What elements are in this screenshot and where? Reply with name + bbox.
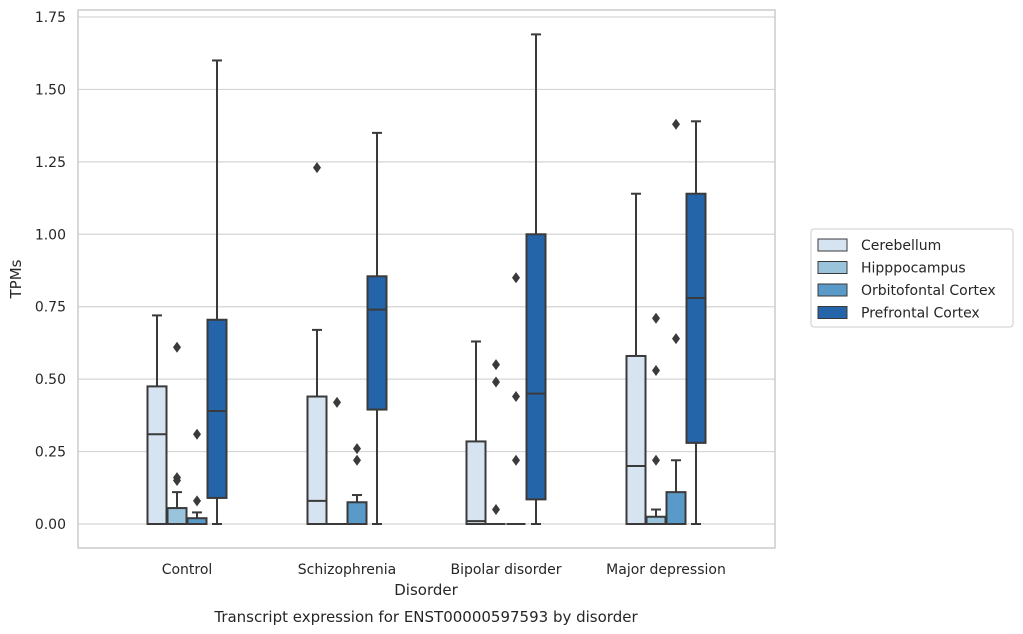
box-group bbox=[146, 314, 168, 525]
grid-lines bbox=[78, 16, 775, 525]
box-group bbox=[665, 118, 687, 526]
x-axis-label: Disorder bbox=[394, 581, 458, 599]
box bbox=[306, 395, 328, 526]
box bbox=[366, 275, 388, 411]
box bbox=[465, 440, 487, 525]
outlier-point bbox=[652, 312, 660, 324]
outlier-point bbox=[652, 454, 660, 466]
outlier-point bbox=[492, 376, 500, 388]
outlier-point bbox=[672, 118, 680, 130]
outlier-point bbox=[512, 272, 520, 284]
outlier-point bbox=[173, 472, 181, 484]
box-group bbox=[525, 33, 547, 525]
box-group bbox=[206, 59, 228, 525]
legend-label: Hipppocampus bbox=[861, 261, 966, 277]
legend-frame bbox=[810, 228, 1014, 328]
y-tick-label: 0.25 bbox=[35, 445, 66, 461]
legend-swatch bbox=[817, 238, 848, 252]
y-axis-ticks: 0.00 0.25 0.50 0.75 1.00 1.25 1.50 1.75 bbox=[35, 10, 66, 533]
y-tick-label: 0.00 bbox=[35, 517, 66, 533]
chart-caption: Transcript expression for ENST0000059759… bbox=[213, 608, 638, 626]
outlier-point bbox=[353, 443, 361, 455]
box bbox=[685, 192, 707, 444]
outlier-point bbox=[652, 364, 660, 376]
y-axis-label: TPMs bbox=[7, 259, 25, 299]
legend-swatch bbox=[817, 306, 848, 319]
box-group bbox=[486, 359, 506, 525]
outlier-point bbox=[173, 341, 181, 353]
box-group bbox=[645, 312, 667, 525]
outlier-point bbox=[492, 504, 500, 516]
box-group bbox=[166, 341, 188, 525]
outlier-point bbox=[313, 162, 321, 174]
box-group bbox=[346, 443, 368, 525]
legend: Cerebellum Hipppocampus Orbitofontal Corte… bbox=[810, 228, 1014, 328]
legend-swatch bbox=[817, 261, 848, 274]
outlier-point bbox=[672, 333, 680, 345]
box bbox=[346, 501, 368, 525]
x-tick-label: Control bbox=[162, 562, 213, 578]
legend-label: Cerebellum bbox=[861, 238, 941, 254]
legend-label: Prefrontal Cortex bbox=[861, 306, 980, 322]
outlier-point bbox=[512, 454, 520, 466]
box-group bbox=[327, 396, 347, 525]
box bbox=[665, 491, 687, 526]
outlier-point bbox=[193, 495, 201, 507]
box-group bbox=[366, 131, 388, 525]
box-group bbox=[465, 340, 487, 525]
box-group bbox=[685, 120, 707, 525]
x-tick-label: Bipolar disorder bbox=[450, 562, 561, 578]
outlier-point bbox=[492, 359, 500, 371]
box bbox=[645, 515, 667, 525]
box-group bbox=[506, 272, 526, 525]
y-tick-label: 1.00 bbox=[35, 227, 66, 243]
x-tick-label: Major depression bbox=[606, 562, 726, 578]
legend-swatch bbox=[817, 283, 848, 297]
box bbox=[206, 318, 228, 499]
box-group bbox=[306, 162, 328, 526]
box bbox=[525, 233, 547, 501]
y-tick-label: 1.75 bbox=[35, 10, 66, 26]
x-tick-label: Schizophrenia bbox=[298, 562, 396, 578]
outlier-point bbox=[193, 428, 201, 440]
y-tick-label: 1.50 bbox=[35, 82, 66, 98]
outlier-point bbox=[512, 391, 520, 403]
x-axis-ticks: Control Schizophrenia Bipolar disorder Majo… bbox=[162, 562, 726, 578]
y-tick-label: 1.25 bbox=[35, 155, 66, 171]
plot-area-frame bbox=[77, 9, 776, 549]
box-series bbox=[146, 33, 707, 526]
box-group bbox=[186, 428, 208, 525]
y-tick-label: 0.75 bbox=[35, 300, 66, 316]
outlier-point bbox=[333, 396, 341, 408]
legend-label: Orbitofontal Cortex bbox=[861, 283, 996, 299]
box bbox=[625, 354, 647, 526]
box bbox=[146, 385, 168, 525]
outlier-point bbox=[353, 454, 361, 466]
box-group bbox=[625, 192, 647, 526]
y-tick-label: 0.50 bbox=[35, 372, 66, 388]
box bbox=[166, 507, 188, 525]
